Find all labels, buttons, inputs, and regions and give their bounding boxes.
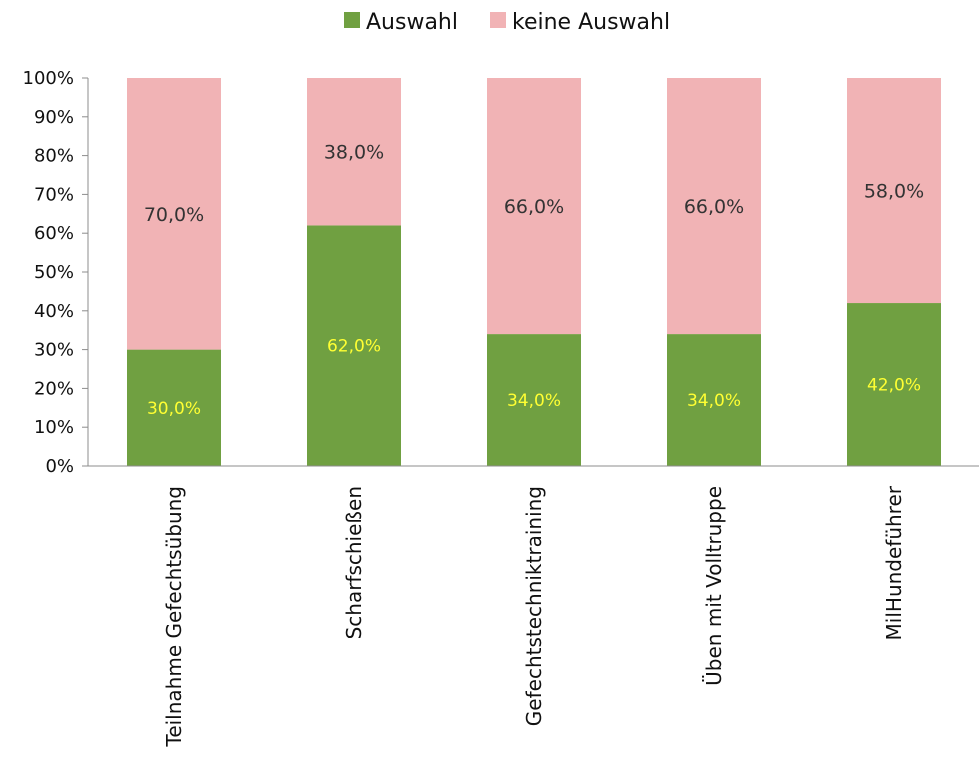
legend-label-auswahl: Auswahl <box>366 10 458 35</box>
bar-segment-keine-auswahl <box>127 78 221 350</box>
data-label-auswahl: 42,0% <box>867 376 921 396</box>
legend-swatch-auswahl <box>344 12 360 28</box>
y-tick-label: 10% <box>34 417 74 438</box>
y-tick-label: 90% <box>34 107 74 128</box>
data-label-keine-auswahl: 58,0% <box>864 181 924 203</box>
bar-segment-keine-auswahl <box>847 78 941 304</box>
x-category-label: Üben mit Volltruppe <box>702 486 726 686</box>
y-tick-label: 50% <box>34 262 74 283</box>
data-label-auswahl: 62,0% <box>327 337 381 357</box>
bar-segment-auswahl <box>487 334 581 466</box>
data-label-keine-auswahl: 66,0% <box>684 196 744 218</box>
y-tick-label: 60% <box>34 223 74 244</box>
x-category-label: Teilnahme Gefechtsübung <box>162 486 186 748</box>
data-label-auswahl: 30,0% <box>147 399 201 419</box>
bar-segment-keine-auswahl <box>487 78 581 335</box>
data-label-auswahl: 34,0% <box>507 391 561 411</box>
x-category-label: Scharfschießen <box>342 486 366 639</box>
legend-label-keine-auswahl: keine Auswahl <box>512 10 670 35</box>
data-label-keine-auswahl: 38,0% <box>324 142 384 164</box>
bar-segment-auswahl <box>847 303 941 466</box>
y-tick-label: 20% <box>34 378 74 399</box>
bar-segment-keine-auswahl <box>667 78 761 335</box>
x-category-label: MilHundeführer <box>882 485 906 640</box>
data-label-keine-auswahl: 66,0% <box>504 196 564 218</box>
bars: 30,0% 70,0% 62,0% 38,0% 34,0% 66,0% 34,0% 66,0%… <box>127 78 941 466</box>
y-tick-label: 100% <box>23 68 74 89</box>
y-tick-label: 70% <box>34 184 74 205</box>
x-axis: Teilnahme Gefechtsübung Scharfschießen Gef… <box>88 465 979 748</box>
x-category-label: Gefechtstechniktraining <box>522 486 546 726</box>
y-tick-label: 0% <box>45 456 74 477</box>
data-label-auswahl: 34,0% <box>687 391 741 411</box>
legend: Auswahl keine Auswahl <box>344 10 670 35</box>
y-axis: 0% 10% 20% 30% 40% 50% 60% 70% 80% 90% 100% <box>23 68 89 477</box>
y-tick-label: 30% <box>34 340 74 361</box>
y-tick-label: 80% <box>34 146 74 167</box>
bar-segment-auswahl <box>667 334 761 466</box>
bar-segment-auswahl <box>127 349 221 466</box>
data-label-keine-auswahl: 70,0% <box>144 204 204 226</box>
bar-segment-auswahl <box>307 225 401 466</box>
y-tick-label: 40% <box>34 301 74 322</box>
bar-segment-keine-auswahl <box>307 78 401 226</box>
legend-swatch-keine-auswahl <box>490 12 506 28</box>
